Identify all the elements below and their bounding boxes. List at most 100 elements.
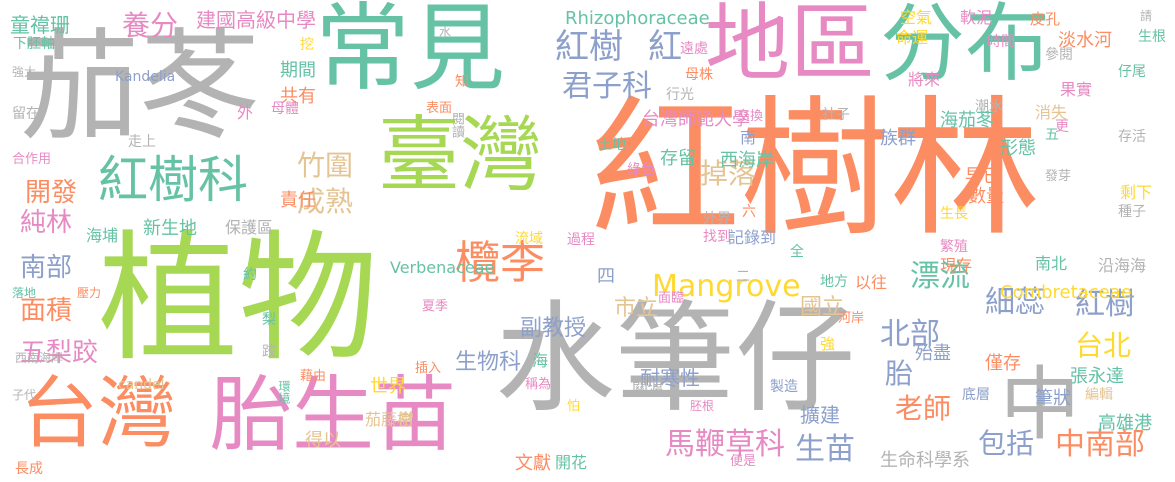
cloud-word: 插入: [415, 361, 442, 376]
cloud-word: 河岸: [838, 311, 865, 326]
cloud-word: 全: [790, 244, 804, 260]
cloud-word: 掉落: [700, 157, 757, 190]
cloud-word: 以往: [855, 273, 888, 292]
cloud-word: 南: [740, 128, 757, 147]
cloud-word: 過程: [567, 232, 595, 248]
cloud-word: 茄苳: [20, 18, 260, 157]
cloud-word: 常見: [315, 0, 506, 104]
cloud-word: 找到: [703, 229, 731, 245]
cloud-word: 現存: [940, 256, 973, 275]
cloud-word: 遠處: [680, 41, 708, 57]
cloud-word: 合作用: [12, 152, 52, 167]
cloud-word: 五: [1045, 127, 1059, 143]
cloud-word: 走上: [128, 134, 156, 150]
cloud-word: 成熟: [297, 185, 354, 218]
cloud-word: 西南海岸: [15, 351, 64, 365]
cloud-word: 稱為: [525, 377, 552, 392]
cloud-word: 北部: [880, 317, 940, 352]
cloud-word: 落地: [12, 286, 37, 300]
cloud-word: 時間: [987, 34, 1015, 50]
cloud-word: 四: [597, 266, 615, 287]
cloud-word: 台灣師範大學: [642, 109, 750, 130]
cloud-word: 紅樹: [1075, 287, 1135, 322]
cloud-word: 消失: [1035, 103, 1068, 122]
cloud-word: 台灣: [20, 369, 177, 459]
cloud-word: Rhizophoraceae: [565, 8, 710, 29]
cloud-word: 形態: [1000, 138, 1036, 159]
cloud-word: 數量: [968, 186, 1004, 207]
cloud-word: 生物科: [455, 350, 522, 375]
cloud-word: 存留: [660, 148, 696, 169]
cloud-word: 細蕊: [985, 285, 1045, 320]
cloud-word: 分布: [880, 0, 1051, 94]
cloud-word: 紅: [648, 27, 682, 67]
cloud-word: 仔尾: [1118, 64, 1146, 80]
cloud-word: 壓力: [77, 286, 102, 300]
cloud-word: 胚根: [690, 399, 715, 413]
cloud-word: 參閱: [1045, 47, 1073, 63]
cloud-word: 地方: [820, 274, 848, 290]
cloud-word: 挖: [300, 37, 314, 53]
cloud-word: 強: [820, 335, 836, 353]
cloud-word: 存活: [1118, 129, 1146, 145]
cloud-word: 海茄苳: [940, 110, 994, 131]
cloud-word: 流域: [515, 231, 543, 247]
cloud-word: 筆狀: [1035, 388, 1071, 409]
cloud-word: 繁殖: [940, 239, 968, 255]
cloud-word: 南北: [1035, 254, 1068, 273]
cloud-word: 發芽: [1045, 169, 1072, 184]
cloud-word: Mangrove: [652, 269, 801, 304]
cloud-word: 擴建: [800, 403, 840, 427]
cloud-word: 市立: [614, 296, 659, 321]
cloud-word: 強大: [12, 65, 37, 79]
cloud-word: 軟泥: [960, 8, 993, 27]
cloud-word: 空氣: [900, 8, 933, 27]
cloud-word: 胎生苗: [210, 368, 457, 463]
cloud-word: 生命科學系: [880, 450, 970, 471]
cloud-word: 底層: [962, 387, 990, 403]
cloud-word: 責任: [280, 190, 316, 211]
cloud-word: 行光: [666, 87, 694, 103]
cloud-word: 命運: [896, 28, 929, 47]
cloud-word: 皮孔: [1030, 10, 1061, 28]
cloud-word: 跤: [262, 344, 276, 360]
cloud-word: 建國高級中學: [196, 8, 316, 32]
cloud-word: 知: [455, 74, 469, 90]
cloud-word: 約: [243, 267, 257, 283]
cloud-word: 紅樹科: [98, 151, 248, 209]
cloud-word: 茄藤樹: [365, 410, 414, 429]
cloud-word: 童禕珊: [10, 13, 70, 37]
cloud-word: 包括: [978, 427, 1035, 460]
cloud-word: 副教授: [520, 316, 587, 341]
cloud-word: 漂流: [910, 259, 970, 294]
cloud-word: 更: [1055, 119, 1069, 135]
cloud-word: 中: [1000, 358, 1080, 451]
cloud-word: 種子: [1118, 204, 1146, 220]
cloud-word: 編輯: [1085, 387, 1113, 403]
cloud-word: 便是: [730, 454, 757, 469]
cloud-word: 生根: [1138, 29, 1166, 45]
cloud-word: 社子: [822, 107, 850, 123]
cloud-word: 張永達: [1070, 366, 1124, 387]
cloud-word: 常: [398, 410, 415, 429]
cloud-word: 長成: [15, 461, 43, 477]
cloud-word: 果實: [1060, 80, 1093, 99]
cloud-word: 夏季: [422, 299, 449, 314]
cloud-word: 西海岸: [720, 150, 774, 171]
cloud-word: 請: [1140, 9, 1153, 23]
cloud-word: 水: [439, 25, 452, 39]
cloud-word: 沿海海: [1098, 256, 1147, 275]
cloud-word: 開花: [555, 453, 588, 472]
cloud-word: 共有: [280, 86, 316, 107]
cloud-word: 養分: [122, 9, 179, 42]
cloud-word: 僅存: [985, 353, 1021, 374]
cloud-word: candel: [118, 377, 165, 393]
cloud-word: 交換: [737, 109, 764, 124]
cloud-word: 國立: [800, 295, 845, 320]
cloud-word: 早已: [965, 166, 1001, 187]
cloud-word: 文獻: [515, 453, 551, 474]
cloud-word: 紅樹: [555, 27, 623, 67]
cloud-word: 記錄到: [728, 228, 777, 247]
cloud-word: Verbenaceae: [390, 258, 495, 277]
